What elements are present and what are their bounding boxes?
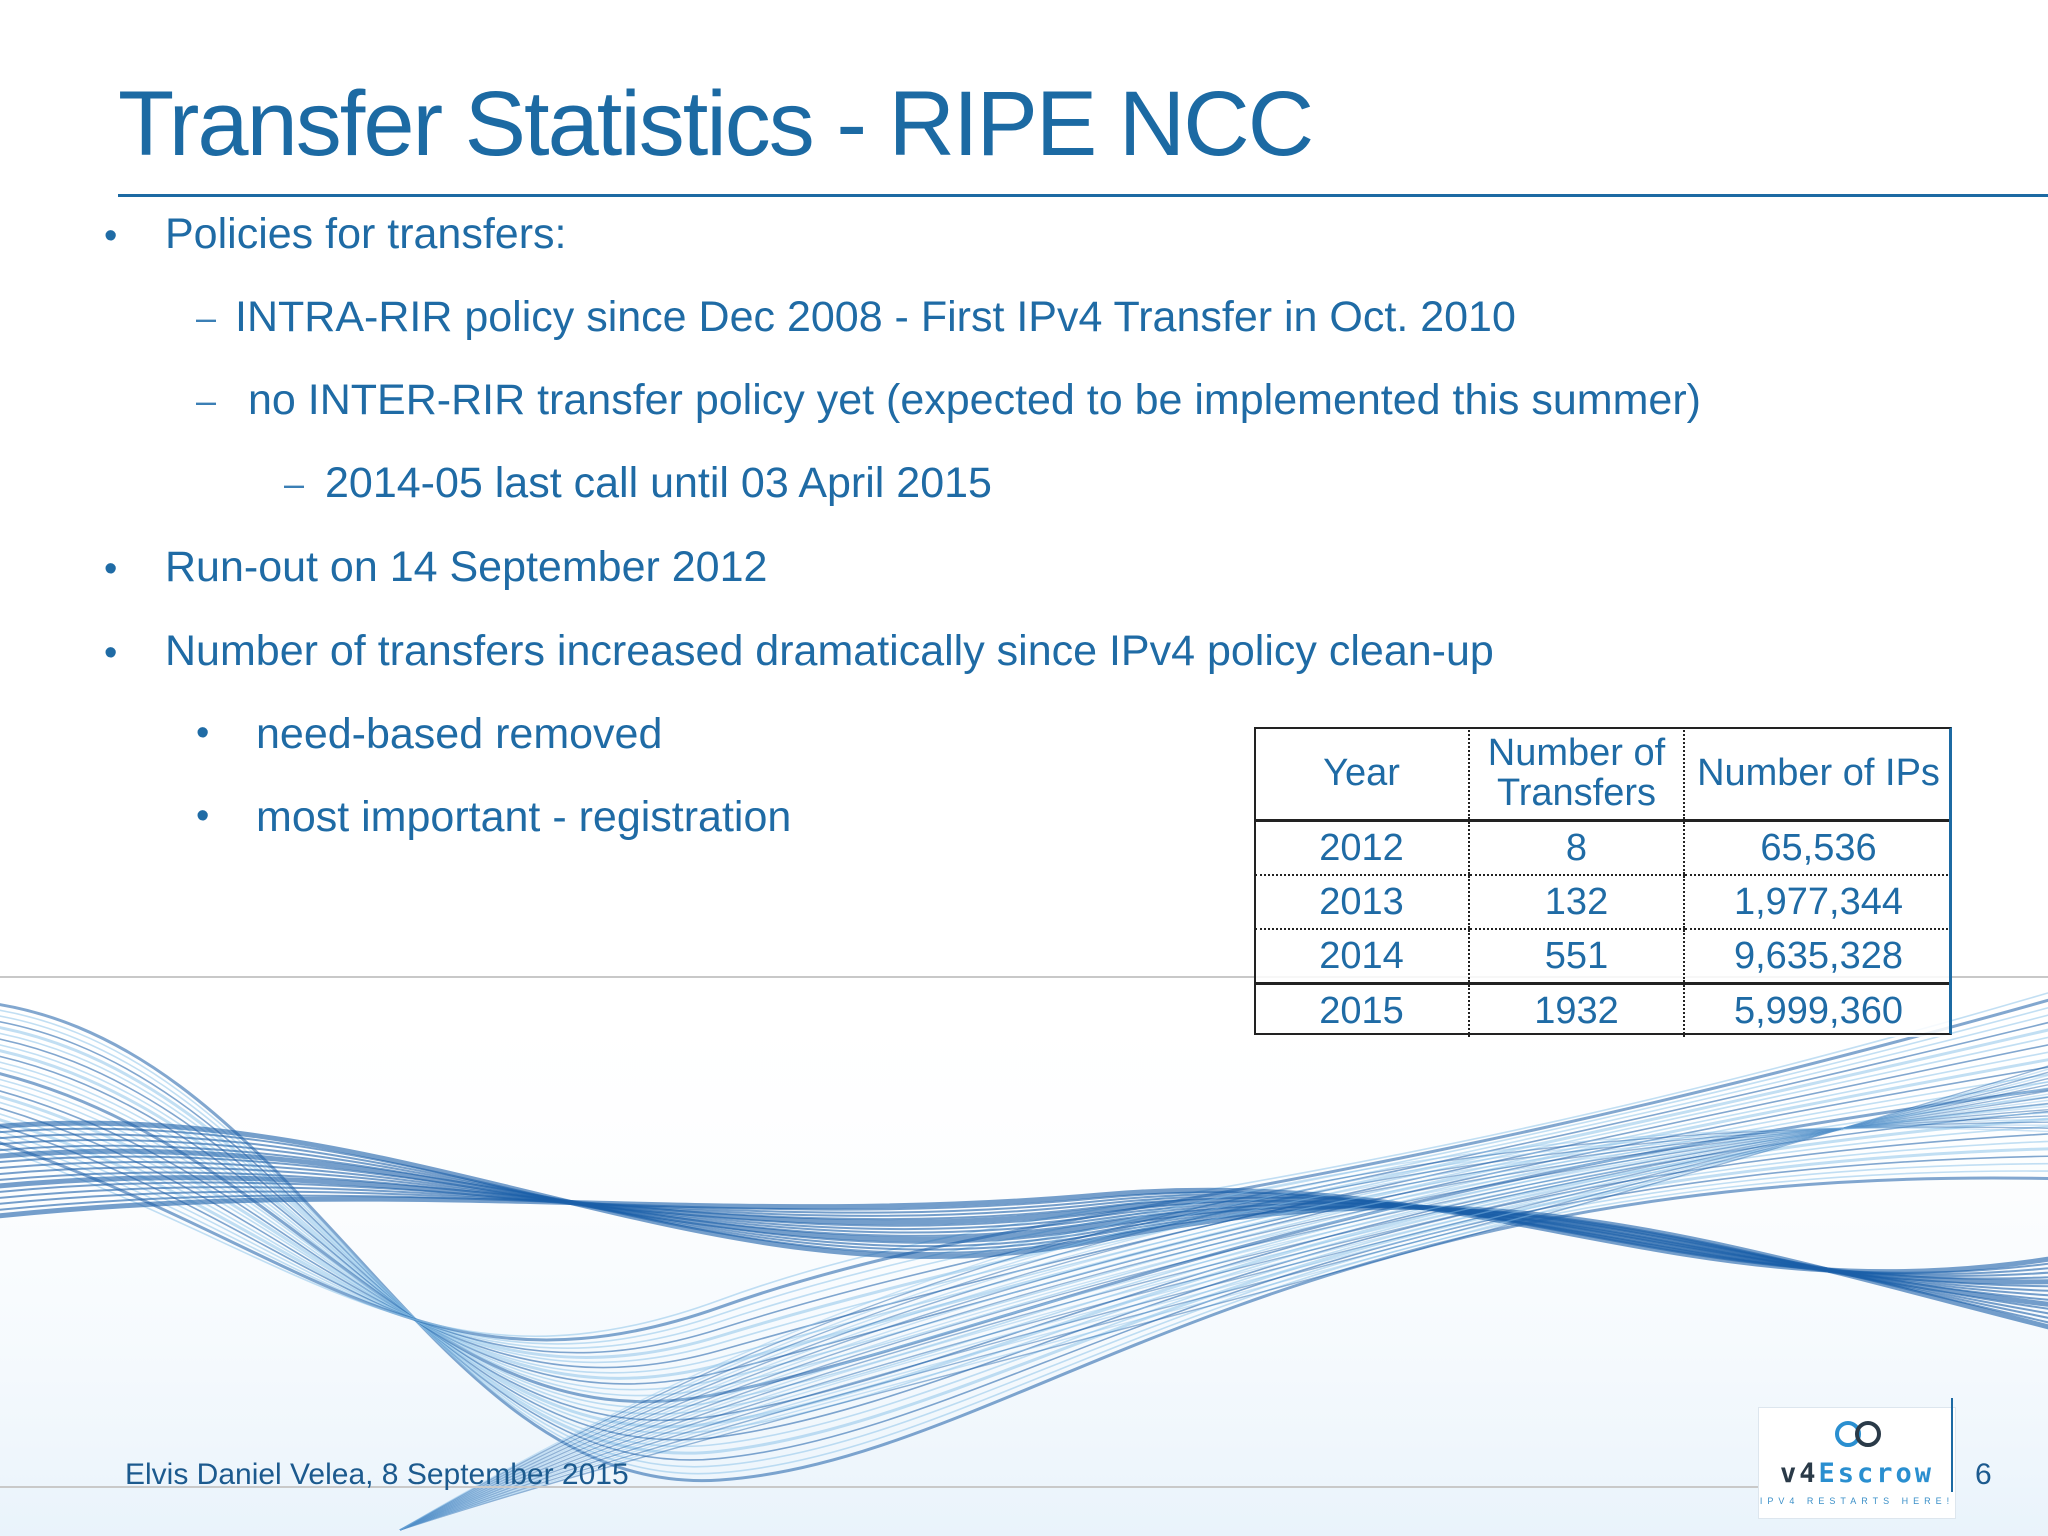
header-year: Year	[1255, 727, 1469, 822]
table-row: 2015 1932 5,999,360	[1255, 982, 1952, 1037]
logo-wordmark: v4Escrow	[1779, 1458, 1935, 1489]
wave-line	[0, 1028, 2048, 1359]
wave-line	[0, 1078, 2048, 1397]
header-number-of-ips: Number of IPs	[1683, 727, 1952, 822]
wave-line	[0, 1073, 2048, 1391]
dash-marker: –	[196, 380, 217, 421]
wave-line	[399, 1081, 2048, 1531]
wave-line	[399, 1071, 2048, 1531]
cell-year: 2013	[1255, 875, 1469, 930]
footer-author-date: Elvis Daniel Velea, 8 September 2015	[125, 1458, 629, 1491]
wave-line	[399, 1109, 2048, 1531]
wave-line	[399, 1090, 2048, 1531]
wave-line	[0, 1066, 2048, 1385]
cell-ips: 1,977,344	[1683, 875, 1952, 930]
bullet-marker: •	[196, 795, 210, 837]
wave-line	[0, 1051, 2048, 1374]
wave-line	[399, 1105, 2048, 1531]
wave-line	[399, 1112, 2048, 1531]
wave-line	[399, 1124, 2048, 1531]
sub-sub-bullet-last-call: 2014-05 last call until 03 April 2015	[325, 459, 992, 507]
wave-line	[399, 1096, 2048, 1531]
page-number: 6	[1975, 1458, 1992, 1491]
table-row: 2013 132 1,977,344	[1255, 875, 1952, 930]
wave-line	[0, 1055, 2048, 1422]
bullet-marker: •	[196, 712, 210, 754]
wave-line	[0, 1036, 2048, 1364]
bullet-run-out: Run-out on 14 September 2012	[165, 543, 768, 591]
cell-year: 2014	[1255, 929, 1469, 985]
wave-line	[0, 992, 2048, 1338]
sub-bullet-registration: most important - registration	[256, 793, 792, 841]
wave-line	[399, 1087, 2048, 1531]
wave-line	[0, 1058, 2048, 1380]
wave-line	[399, 1093, 2048, 1531]
logo-tagline: IPV4 RESTARTS HERE!	[1759, 1496, 1955, 1506]
bullet-marker: •	[104, 548, 118, 590]
wave-line	[0, 1014, 2048, 1350]
bullet-marker: •	[104, 632, 118, 674]
transfer-statistics-table: Year Number of Transfers Number of IPs 2…	[1255, 727, 1952, 1037]
footer-divider	[0, 1486, 1760, 1488]
wave-line	[399, 1077, 2048, 1531]
wave-line	[0, 998, 2048, 1342]
wave-line	[399, 1115, 2048, 1531]
cell-transfers: 132	[1468, 875, 1684, 930]
table-row: 2014 551 9,635,328	[1255, 929, 1952, 985]
slide-title: Transfer Statistics - RIPE NCC	[118, 73, 1314, 175]
footer-vertical-divider	[1951, 1398, 1953, 1492]
sub-bullet-need-based: need-based removed	[256, 710, 663, 758]
wave-line	[399, 1065, 2048, 1531]
dash-marker: –	[284, 463, 305, 504]
wave-line	[0, 1032, 2048, 1448]
cell-transfers: 8	[1468, 820, 1684, 876]
wave-line	[399, 1126, 2048, 1531]
wave-line	[399, 1084, 2048, 1531]
sub-bullet-intra-rir: INTRA-RIR policy since Dec 2008 - First …	[235, 293, 1516, 341]
table-header-row: Year Number of Transfers Number of IPs	[1255, 727, 1952, 822]
wave-line	[0, 1187, 2048, 1275]
wave-line	[0, 1061, 2048, 1415]
cell-year: 2012	[1255, 820, 1469, 876]
bullet-marker: •	[104, 215, 118, 257]
cell-transfers: 551	[1468, 929, 1684, 985]
cell-ips: 9,635,328	[1683, 929, 1952, 985]
wave-line	[399, 1102, 2048, 1531]
cell-ips: 5,999,360	[1683, 982, 1952, 1037]
infinity-logo-icon	[1835, 1421, 1881, 1447]
bullet-policies: Policies for transfers:	[165, 210, 567, 258]
wave-line	[399, 1068, 2048, 1531]
wave-line	[0, 1049, 2048, 1429]
table-row: 2012 8 65,536	[1255, 820, 1952, 876]
cell-transfers: 1932	[1468, 982, 1684, 1037]
wave-line	[399, 1118, 2048, 1531]
wave-line	[0, 1072, 2048, 1404]
wave-line	[0, 1044, 2048, 1369]
wave-line	[399, 1099, 2048, 1531]
dash-marker: –	[196, 297, 217, 338]
wave-line	[399, 1127, 2048, 1531]
wave-line	[399, 1121, 2048, 1531]
header-number-of-transfers: Number of Transfers	[1468, 727, 1684, 822]
wave-line	[0, 1021, 2048, 1354]
title-underline	[118, 194, 2048, 197]
bullet-transfers-increased: Number of transfers increased dramatical…	[165, 627, 1494, 675]
wave-line	[399, 1074, 2048, 1531]
sub-bullet-inter-rir: no INTER-RIR transfer policy yet (expect…	[248, 376, 1701, 424]
cell-ips: 65,536	[1683, 820, 1952, 876]
cell-year: 2015	[1255, 982, 1469, 1037]
wave-line	[0, 1006, 2048, 1345]
v4escrow-logo: v4Escrow IPV4 RESTARTS HERE!	[1758, 1407, 1956, 1519]
